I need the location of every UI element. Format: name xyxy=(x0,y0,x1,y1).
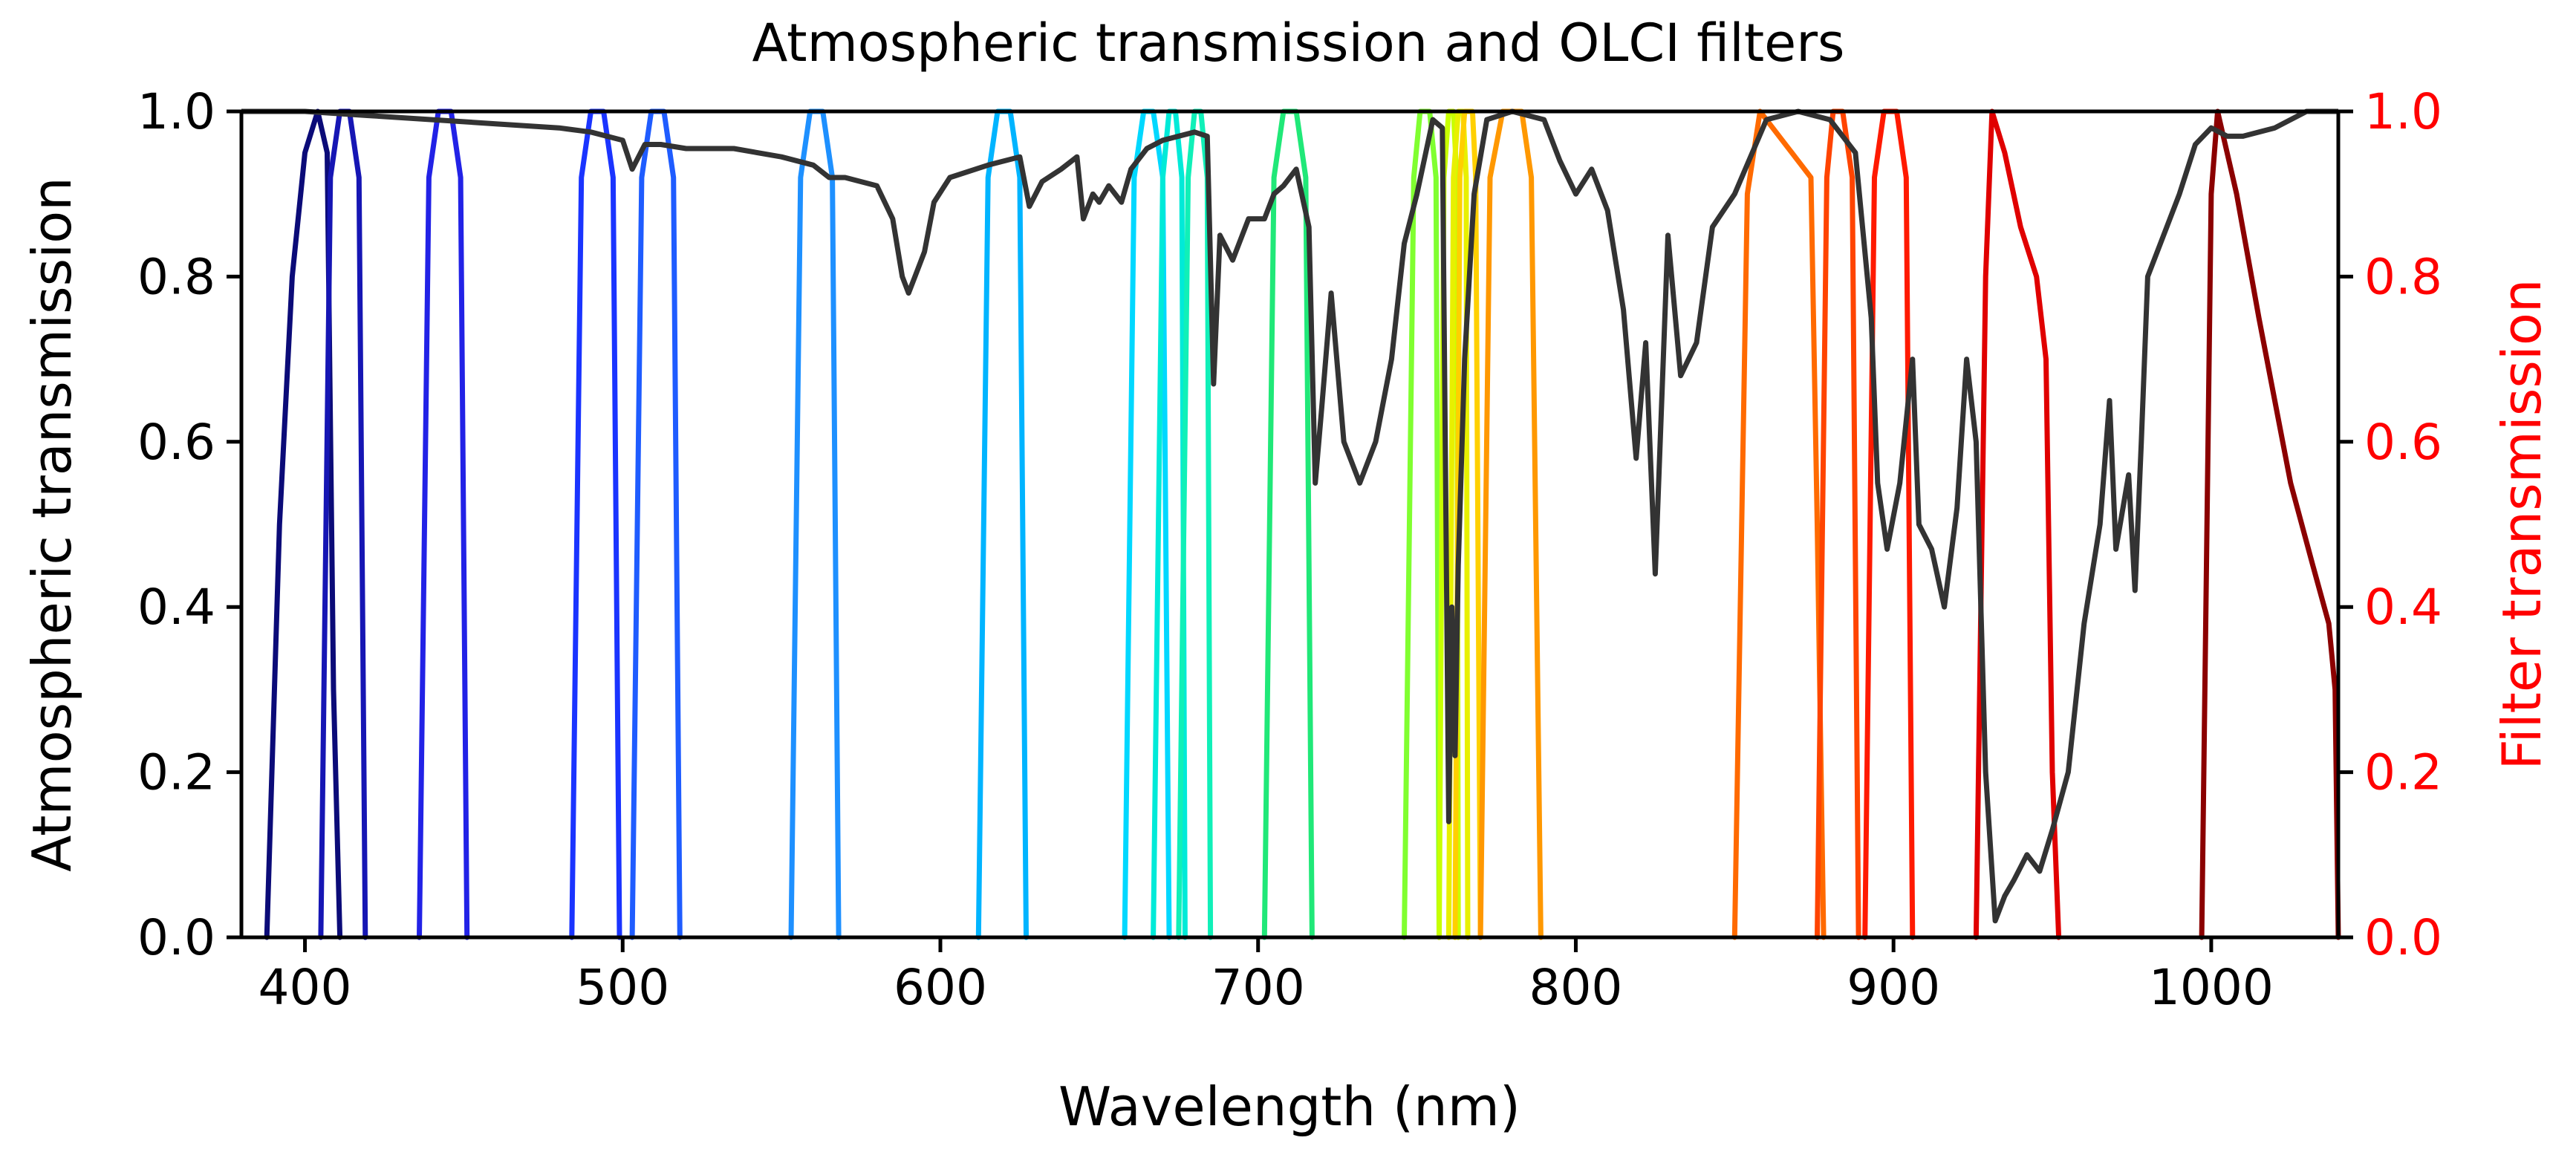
filter-line-oa06 xyxy=(788,108,842,940)
filter-line-oa17 xyxy=(1731,108,1827,940)
y-tick-label: 0.2 xyxy=(137,744,215,801)
x-axis: 400 500 600 700 800 900 1000 xyxy=(258,937,2274,1016)
y-tick-label: 0.6 xyxy=(137,414,215,471)
y-tick-label: 0.4 xyxy=(137,579,215,636)
filter-line-oa19 xyxy=(1862,108,1916,940)
filter-line-oa20 xyxy=(1973,108,2062,940)
y2-tick-label: 0.4 xyxy=(2364,579,2442,636)
y-tick-label: 0.0 xyxy=(137,909,215,966)
chart-title: Atmospheric transmission and OLCI filter… xyxy=(752,13,1845,74)
y2-tick-label: 0.8 xyxy=(2364,248,2442,305)
y2-tick-label: 0.2 xyxy=(2364,744,2442,801)
atmosphere-layer xyxy=(241,108,2338,924)
atmosphere-line xyxy=(241,108,2338,924)
y-axis-left: 0.0 0.2 0.4 0.6 0.8 1.0 xyxy=(137,83,241,966)
filter-line-oa04 xyxy=(569,108,622,940)
y-tick-label: 1.0 xyxy=(137,83,215,140)
y-axis-label: Atmospheric transmission xyxy=(21,177,83,872)
y2-axis-label: Filter transmission xyxy=(2491,279,2553,769)
filter-line-oa11 xyxy=(1261,108,1315,940)
y-tick-label: 0.8 xyxy=(137,248,215,305)
x-axis-label: Wavelength (nm) xyxy=(1058,1075,1520,1138)
x-tick-label: 600 xyxy=(894,959,987,1016)
y2-tick-label: 1.0 xyxy=(2364,83,2442,140)
filter-line-oa12 xyxy=(1402,108,1442,940)
plot-frame xyxy=(239,109,2341,940)
y-axis-right: 0.0 0.2 0.4 0.6 0.8 1.0 xyxy=(2338,83,2442,966)
filters-layer xyxy=(264,108,2341,940)
filter-line-oa21 xyxy=(2199,108,2341,940)
x-tick-label: 800 xyxy=(1529,959,1622,1016)
filter-line-oa01 xyxy=(264,108,343,940)
x-tick-label: 500 xyxy=(576,959,669,1016)
x-tick-label: 900 xyxy=(1847,959,1940,1016)
x-tick-label: 700 xyxy=(1211,959,1305,1016)
x-tick-label: 400 xyxy=(258,959,352,1016)
filter-line-oa05 xyxy=(629,108,683,940)
filter-line-oa07 xyxy=(975,108,1029,940)
x-tick-label: 1000 xyxy=(2149,959,2274,1016)
filter-line-oa16 xyxy=(1477,108,1544,940)
plot-area xyxy=(241,108,2341,940)
filter-line-oa02 xyxy=(318,108,368,940)
filter-line-oa03 xyxy=(417,108,470,940)
y2-tick-label: 0.6 xyxy=(2364,414,2442,471)
y2-tick-label: 0.0 xyxy=(2364,909,2442,966)
